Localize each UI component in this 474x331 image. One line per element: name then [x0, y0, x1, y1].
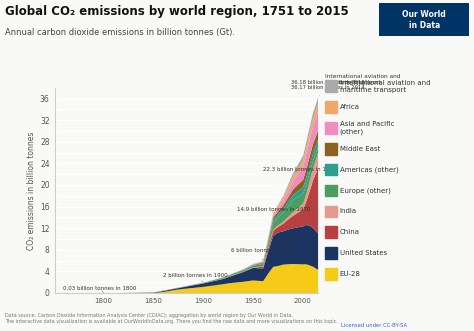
- Text: Data source: Carbon Dioxide Information Analysis Center (CDIAC); aggregation by : Data source: Carbon Dioxide Information …: [5, 313, 337, 324]
- Text: Our World
in Data: Our World in Data: [402, 10, 446, 29]
- Text: Europe (other): Europe (other): [340, 187, 391, 194]
- Text: Middle East: Middle East: [340, 146, 380, 152]
- Text: 6 billion tonnes in 1960: 6 billion tonnes in 1960: [231, 248, 295, 260]
- Text: Licensed under CC-BY-SA: Licensed under CC-BY-SA: [341, 323, 408, 328]
- Text: Annual carbon dioxide emissions in billion tonnes (Gt).: Annual carbon dioxide emissions in billi…: [5, 28, 235, 37]
- Text: Africa: Africa: [340, 104, 360, 110]
- Text: International aviation and
maritime transport: International aviation and maritime tran…: [325, 74, 400, 85]
- Text: 36.18 billion tonnes in 2015
36.17 billion tonnes in 2014: 36.18 billion tonnes in 2015 36.17 billi…: [291, 80, 365, 95]
- Text: United States: United States: [340, 250, 387, 256]
- Text: 0.03 billion tonnes in 1800: 0.03 billion tonnes in 1800: [64, 286, 137, 293]
- Text: Global CO₂ emissions by world region, 1751 to 2015: Global CO₂ emissions by world region, 17…: [5, 5, 348, 18]
- Text: India: India: [340, 208, 357, 214]
- Text: 22.3 billion tonnes in 1990: 22.3 billion tonnes in 1990: [263, 167, 336, 172]
- Text: EU-28: EU-28: [340, 271, 361, 277]
- Text: International aviation and
maritime transport: International aviation and maritime tran…: [340, 79, 430, 93]
- Text: 14.9 billion tonnes in 1970: 14.9 billion tonnes in 1970: [237, 207, 310, 213]
- Text: Asia and Pacific
(other): Asia and Pacific (other): [340, 121, 394, 134]
- Y-axis label: CO₂ emissions in billion tonnes: CO₂ emissions in billion tonnes: [27, 131, 36, 250]
- Text: 2 billion tonnes in 1900: 2 billion tonnes in 1900: [163, 273, 228, 282]
- Text: Americas (other): Americas (other): [340, 166, 399, 173]
- Text: China: China: [340, 229, 360, 235]
